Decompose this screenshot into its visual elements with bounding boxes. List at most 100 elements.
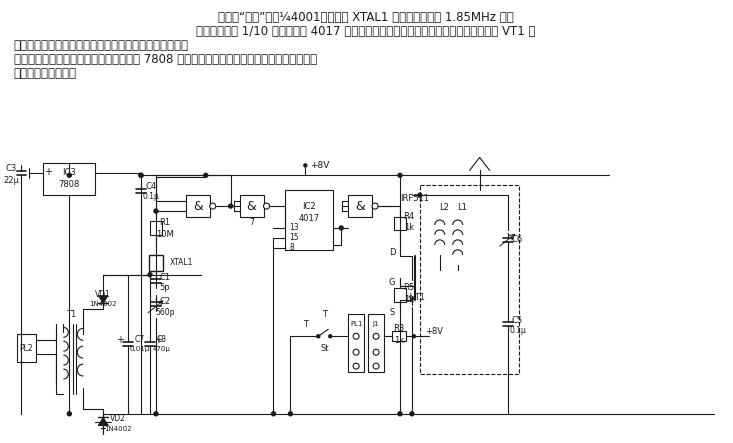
Text: 0.01μ: 0.01μ xyxy=(130,346,150,352)
Text: G: G xyxy=(388,278,395,287)
Circle shape xyxy=(372,203,378,209)
Text: +8V: +8V xyxy=(309,161,329,170)
Circle shape xyxy=(139,173,143,177)
Circle shape xyxy=(271,412,276,416)
Circle shape xyxy=(373,333,379,339)
Circle shape xyxy=(210,203,216,209)
Bar xyxy=(240,195,263,217)
Circle shape xyxy=(339,226,343,230)
Text: 1k: 1k xyxy=(394,336,404,345)
Text: &: & xyxy=(356,200,365,213)
Text: 7: 7 xyxy=(249,218,254,228)
Text: C5: C5 xyxy=(512,316,523,325)
Text: St: St xyxy=(320,344,328,353)
Circle shape xyxy=(139,173,143,177)
Text: C4: C4 xyxy=(145,182,157,191)
Text: 10M: 10M xyxy=(156,230,174,239)
Bar xyxy=(348,195,372,217)
Circle shape xyxy=(67,173,71,177)
Text: XTAL1: XTAL1 xyxy=(170,258,194,267)
Text: &: & xyxy=(247,200,257,213)
Text: IRF511: IRF511 xyxy=(400,194,430,202)
Bar xyxy=(394,288,406,302)
Text: 整流、滤波后供给。: 整流、滤波后供给。 xyxy=(13,67,76,80)
Circle shape xyxy=(263,203,270,209)
Circle shape xyxy=(67,412,71,416)
Text: 电路中“与非”门（¼4001）、晶振 XTAL1 和阻容元件构成 1.85MHz 方波: 电路中“与非”门（¼4001）、晶振 XTAL1 和阻容元件构成 1.85MHz… xyxy=(218,12,514,24)
Text: VD2: VD2 xyxy=(110,414,126,423)
Bar xyxy=(43,163,95,195)
Circle shape xyxy=(398,412,402,416)
Circle shape xyxy=(413,335,416,338)
Text: +: + xyxy=(45,167,52,177)
Polygon shape xyxy=(98,417,108,425)
Text: +: + xyxy=(116,335,124,345)
Text: 13: 13 xyxy=(290,223,299,233)
Text: 0.1μ: 0.1μ xyxy=(142,192,159,201)
Text: D: D xyxy=(388,249,395,257)
Circle shape xyxy=(373,363,379,369)
Circle shape xyxy=(410,412,414,416)
Text: VT1: VT1 xyxy=(410,293,426,302)
Text: T1: T1 xyxy=(66,310,76,319)
Text: 4017: 4017 xyxy=(299,214,320,222)
Circle shape xyxy=(304,164,307,167)
Text: 1k: 1k xyxy=(404,295,414,304)
Text: R1: R1 xyxy=(159,218,171,228)
Text: 8: 8 xyxy=(290,243,294,253)
Bar xyxy=(150,221,162,235)
Text: 560p: 560p xyxy=(155,308,174,317)
Circle shape xyxy=(148,273,152,276)
Circle shape xyxy=(288,412,292,416)
Circle shape xyxy=(154,412,158,416)
Text: R3: R3 xyxy=(394,324,405,333)
Text: IC3: IC3 xyxy=(62,168,76,177)
Circle shape xyxy=(328,335,332,338)
Text: 22μ: 22μ xyxy=(4,176,20,185)
Polygon shape xyxy=(98,295,108,303)
Text: 0.1μ: 0.1μ xyxy=(509,326,526,335)
Circle shape xyxy=(398,173,402,177)
Text: T: T xyxy=(303,320,308,329)
Text: C7: C7 xyxy=(135,335,145,344)
Text: C6: C6 xyxy=(512,235,523,245)
Text: 大，由调谐网络（虚线框所示）和天线把信号发射出去。: 大，由调谐网络（虚线框所示）和天线把信号发射出去。 xyxy=(13,39,188,52)
Bar xyxy=(420,185,520,374)
Circle shape xyxy=(353,363,359,369)
Text: 470μ: 470μ xyxy=(153,346,171,352)
Bar xyxy=(394,217,406,230)
Bar xyxy=(348,315,364,372)
Text: PL1: PL1 xyxy=(350,321,362,327)
Circle shape xyxy=(154,209,158,213)
Text: 振荡器，后接 1/10 分频器（由 4017 十进制计数器构成）。输出信号通过场效应晶体管 VT1 放: 振荡器，后接 1/10 分频器（由 4017 十进制计数器构成）。输出信号通过场… xyxy=(196,25,536,38)
Text: S: S xyxy=(389,308,394,317)
Text: VD1: VD1 xyxy=(95,290,111,299)
Text: R4: R4 xyxy=(403,212,414,221)
Text: 该电路信号部分电源由稳压集成电路 7808 供给，功率放大部分则直接由交流电源降压、: 该电路信号部分电源由稳压集成电路 7808 供给，功率放大部分则直接由交流电源降… xyxy=(13,53,317,66)
Bar xyxy=(368,315,384,372)
Text: L1: L1 xyxy=(457,202,467,212)
Text: 7808: 7808 xyxy=(59,180,80,189)
Text: T: T xyxy=(322,310,327,319)
Bar xyxy=(149,255,163,271)
Circle shape xyxy=(353,333,359,339)
Circle shape xyxy=(317,335,320,338)
Circle shape xyxy=(204,173,207,177)
Text: C2: C2 xyxy=(159,297,171,306)
Bar xyxy=(17,334,37,362)
Circle shape xyxy=(353,349,359,355)
Circle shape xyxy=(418,193,422,197)
Text: 15: 15 xyxy=(290,233,299,242)
Text: IC2: IC2 xyxy=(303,202,316,210)
Circle shape xyxy=(229,204,232,208)
Circle shape xyxy=(373,349,379,355)
Text: C8: C8 xyxy=(157,335,167,344)
Bar xyxy=(285,190,334,250)
Bar xyxy=(186,195,210,217)
Text: 5p: 5p xyxy=(160,283,170,292)
Text: C1: C1 xyxy=(159,273,171,282)
Text: L2: L2 xyxy=(439,202,449,212)
Text: 1k: 1k xyxy=(404,223,414,233)
Text: &: & xyxy=(193,200,202,213)
Text: 1N4002: 1N4002 xyxy=(89,302,117,307)
